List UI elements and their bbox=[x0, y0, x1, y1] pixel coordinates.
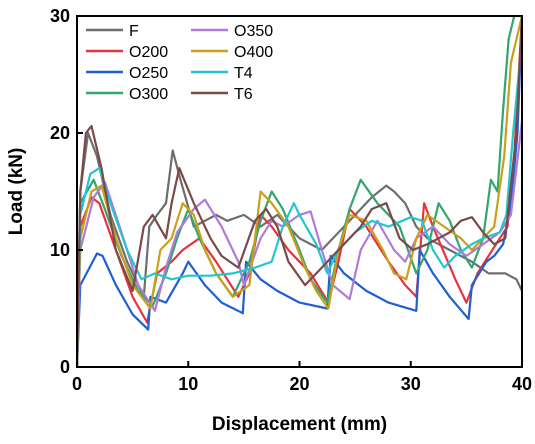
x-tick-label: 30 bbox=[401, 374, 421, 394]
y-axis-title: Load (kN) bbox=[6, 148, 27, 236]
legend-label-t4: T4 bbox=[234, 65, 253, 82]
plot-area bbox=[77, 16, 522, 367]
x-tick-label: 20 bbox=[289, 374, 309, 394]
legend-label-t6: T6 bbox=[234, 86, 253, 103]
x-tick-label: 0 bbox=[72, 374, 82, 394]
x-axis-title: Displacement (mm) bbox=[212, 414, 387, 435]
y-tick-label: 20 bbox=[50, 123, 70, 143]
series-line-o350 bbox=[77, 121, 522, 367]
axis-ticks: 0 10 20 30 40 0 10 20 30 bbox=[50, 6, 532, 394]
y-tick-label: 30 bbox=[50, 6, 70, 26]
x-tick-label: 10 bbox=[178, 374, 198, 394]
series-line-t6 bbox=[77, 16, 522, 367]
series-line-t4 bbox=[77, 39, 522, 367]
legend-label-o250: O250 bbox=[129, 65, 168, 82]
x-tick-label: 40 bbox=[512, 374, 532, 394]
series-line-o400 bbox=[77, 16, 522, 367]
legend-label-o400: O400 bbox=[234, 44, 273, 61]
y-tick-label: 10 bbox=[50, 240, 70, 260]
legend-label-o300: O300 bbox=[129, 86, 168, 103]
y-tick-label: 0 bbox=[60, 357, 70, 377]
series-line-o300 bbox=[77, 16, 522, 367]
series-line-o250 bbox=[77, 16, 522, 367]
legend-label-f: F bbox=[129, 23, 139, 40]
legend-label-o350: O350 bbox=[234, 23, 273, 40]
legend: F O200 O250 O300 O350 O400 T4 T6 bbox=[86, 23, 273, 103]
legend-label-o200: O200 bbox=[129, 44, 168, 61]
